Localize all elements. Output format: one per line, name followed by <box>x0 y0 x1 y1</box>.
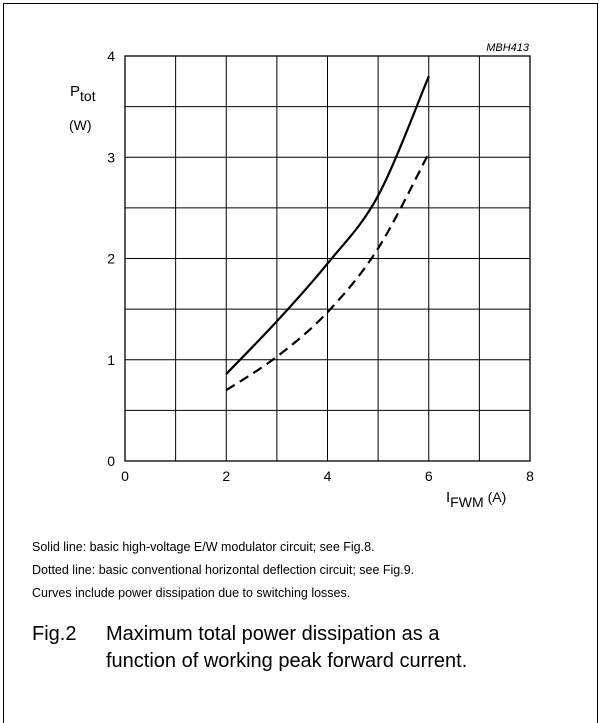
chart-grid <box>124 55 531 462</box>
note-solid-line: Solid line: basic high-voltage E/W modul… <box>32 540 375 554</box>
y-tick-label: 4 <box>107 48 115 64</box>
x-axis-unit: (A) <box>488 489 507 505</box>
power-dissipation-chart: 0 1 2 3 4 0 2 4 6 8 MBH413 Ptot (W) IFWM (A) <box>69 42 534 510</box>
x-axis-label-main: I <box>446 489 450 506</box>
x-tick-label: 0 <box>121 468 129 484</box>
y-tick-label: 3 <box>107 149 115 165</box>
y-tick-label: 0 <box>107 453 115 469</box>
y-tick-label: 2 <box>107 251 115 267</box>
y-axis-label-sub: tot <box>80 88 96 104</box>
chart-id-label: MBH413 <box>486 42 530 54</box>
caption-line-2: function of working peak forward current… <box>106 650 468 672</box>
chart-ticks: 0 1 2 3 4 0 2 4 6 8 <box>107 48 534 484</box>
x-axis-label-sub: FWM <box>450 494 483 510</box>
x-axis-label: IFWM (A) <box>446 489 506 510</box>
note-dotted-line: Dotted line: basic conventional horizont… <box>32 563 415 577</box>
y-axis-label-main: P <box>70 83 80 100</box>
x-tick-label: 8 <box>526 468 534 484</box>
dashed-curve <box>225 152 430 392</box>
x-tick-label: 6 <box>425 468 433 484</box>
x-tick-label: 4 <box>324 468 332 484</box>
x-tick-label: 2 <box>222 468 230 484</box>
plot-area-border <box>124 55 531 462</box>
y-axis-label: Ptot <box>70 83 96 104</box>
note-switching-losses: Curves include power dissipation due to … <box>32 586 351 600</box>
figure-frame <box>3 3 598 723</box>
y-axis-unit: (W) <box>69 117 92 133</box>
caption-line-1: Maximum total power dissipation as a <box>106 623 440 645</box>
y-tick-label: 1 <box>107 352 115 368</box>
solid-curve <box>225 75 430 375</box>
caption-figure-number: Fig.2 <box>32 623 77 645</box>
chart-curves <box>225 75 430 392</box>
